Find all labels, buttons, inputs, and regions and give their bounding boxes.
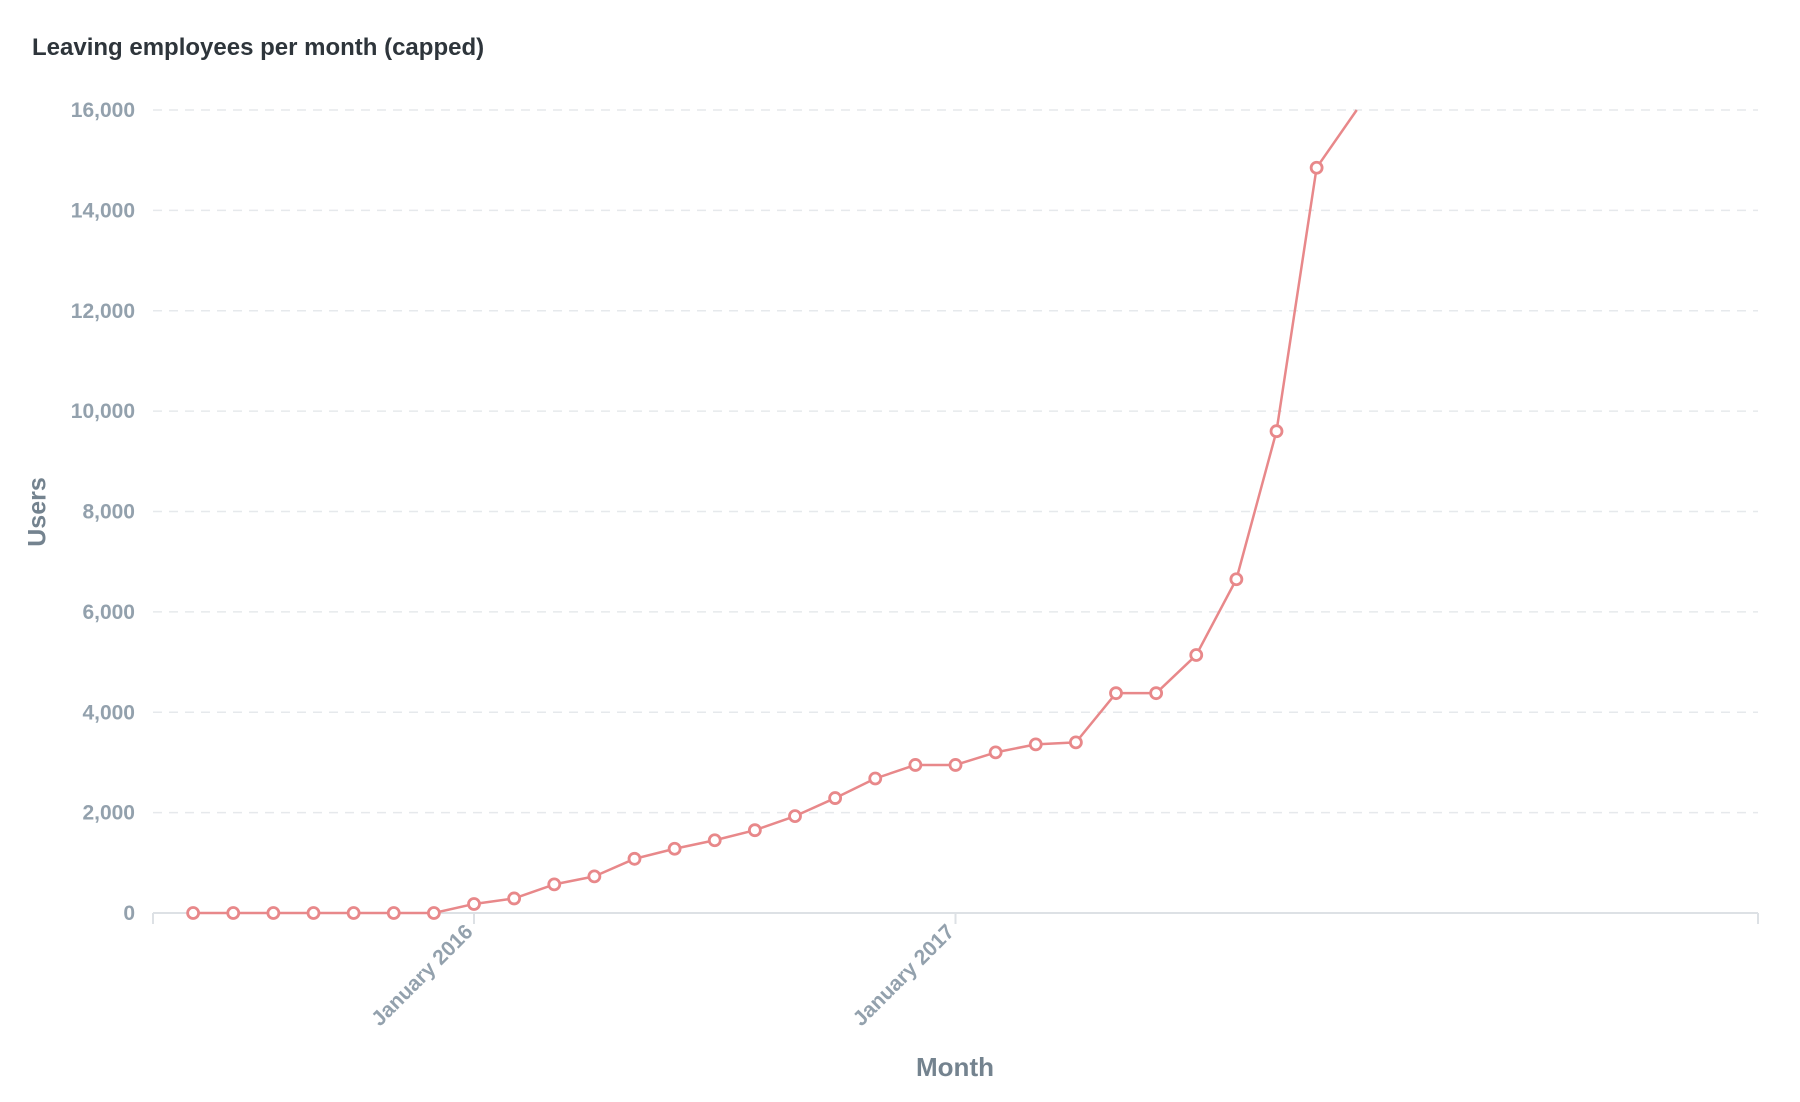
- data-point: [1269, 424, 1284, 439]
- data-point: [707, 833, 722, 848]
- data-point: [386, 906, 401, 920]
- data-point: [426, 906, 441, 920]
- y-tick-label: 14,000: [71, 199, 135, 222]
- data-point: [226, 906, 241, 920]
- data-point: [266, 906, 281, 920]
- data-point: [1229, 572, 1244, 587]
- data-point: [667, 841, 682, 856]
- y-tick-label: 8,000: [82, 501, 135, 524]
- data-point: [1068, 735, 1083, 750]
- x-tick-label: January 2016: [367, 920, 477, 1030]
- x-tick-label: January 2017: [849, 920, 959, 1030]
- chart-title: Leaving employees per month (capped): [32, 34, 485, 61]
- data-point: [1028, 737, 1043, 752]
- data-point: [1309, 160, 1324, 175]
- data-point: [868, 771, 883, 786]
- data-point: [587, 869, 602, 884]
- data-point: [186, 906, 201, 920]
- data-point: [988, 745, 1003, 760]
- y-tick-label: 0: [123, 902, 135, 925]
- y-tick-label: 2,000: [82, 802, 135, 825]
- data-point: [1149, 686, 1164, 701]
- data-point: [1189, 648, 1204, 662]
- data-point: [507, 891, 522, 906]
- x-axis-label: Month: [916, 1052, 994, 1082]
- data-point: [1109, 686, 1123, 701]
- y-tick-label: 12,000: [71, 300, 135, 323]
- data-point: [828, 791, 843, 805]
- y-tick-label: 4,000: [82, 701, 135, 724]
- data-point: [627, 851, 642, 866]
- data-point: [948, 758, 963, 772]
- y-tick-label: 6,000: [82, 601, 135, 624]
- data-point: [306, 906, 321, 920]
- data-point: [547, 877, 562, 892]
- data-point: [908, 758, 923, 772]
- data-point: [788, 809, 802, 824]
- data-point: [346, 906, 361, 920]
- y-tick-label: 16,000: [71, 99, 135, 122]
- data-point: [747, 823, 762, 838]
- y-tick-label: 10,000: [71, 400, 135, 423]
- data-point: [467, 897, 481, 911]
